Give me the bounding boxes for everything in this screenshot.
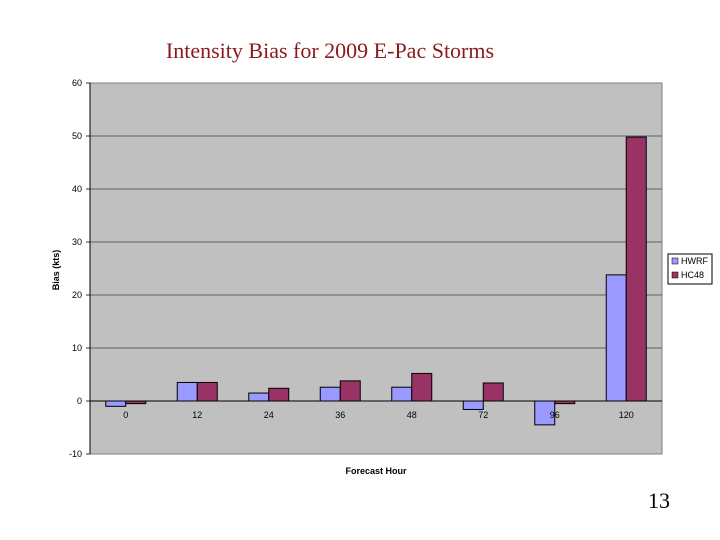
legend-label-hwrf: HWRF	[681, 256, 708, 266]
x-tick-label-120: 120	[619, 410, 634, 420]
y-axis-title: Bias (kts)	[51, 250, 61, 291]
y-tick-label-5: 40	[72, 184, 82, 194]
bar-hc48-36	[339, 380, 361, 402]
bar-hc48-48	[411, 372, 433, 402]
y-tick-label-2: 10	[72, 343, 82, 353]
x-tick-label-0: 0	[123, 410, 128, 420]
page-number: 13	[648, 488, 670, 513]
slide-title: Intensity Bias for 2009 E-Pac Storms	[165, 38, 495, 63]
y-tick-label-3: 20	[72, 290, 82, 300]
y-tick-label-7: 60	[72, 78, 82, 88]
x-tick-label-36: 36	[335, 410, 345, 420]
bar-hc48-12	[196, 381, 218, 402]
legend-swatch-hwrf	[671, 257, 679, 265]
x-tick-label-12: 12	[192, 410, 202, 420]
x-tick-label-96: 96	[550, 410, 560, 420]
y-tick-label-4: 30	[72, 237, 82, 247]
axes: -10 0 10 20 30 40 50 60 0 12 24 36 48 72 96 120	[69, 78, 662, 459]
bar-hc48-72	[482, 382, 504, 402]
bar-hwrf-36	[319, 386, 341, 402]
bar-hwrf-24	[248, 392, 270, 402]
bar-hc48-120	[625, 136, 647, 402]
y-tick-label-0: -10	[69, 449, 82, 459]
bar-hwrf-72	[462, 400, 484, 410]
bar-hwrf-48	[391, 386, 413, 402]
bar-hc48-24	[268, 387, 290, 402]
bar-hwrf-0	[105, 400, 127, 407]
x-axis-title: Forecast Hour	[345, 466, 407, 476]
plot-area	[89, 82, 663, 455]
x-tick-label-72: 72	[478, 410, 488, 420]
legend-label-hc48: HC48	[681, 270, 704, 280]
legend: HWRF HC48	[667, 253, 713, 285]
bar-hwrf-120	[605, 274, 627, 402]
y-tick-label-1: 0	[77, 396, 82, 406]
legend-swatch-hc48	[671, 271, 679, 279]
y-tick-label-6: 50	[72, 131, 82, 141]
bar-hwrf-12	[176, 381, 198, 402]
x-tick-label-24: 24	[264, 410, 274, 420]
x-tick-label-48: 48	[407, 410, 417, 420]
